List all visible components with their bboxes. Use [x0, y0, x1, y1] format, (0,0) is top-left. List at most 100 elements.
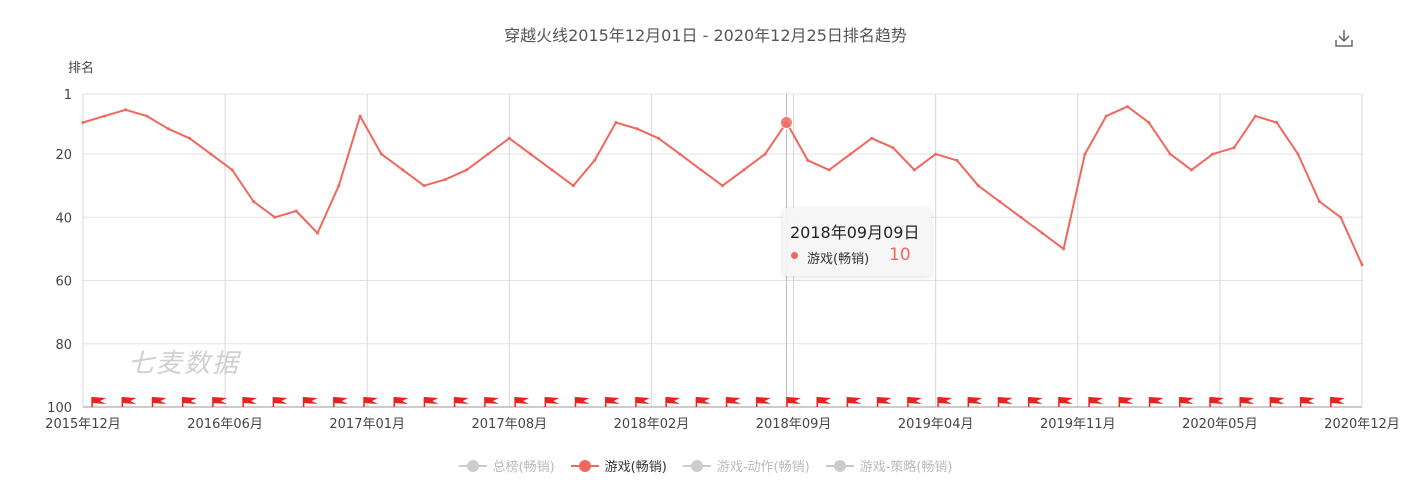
event-flag-icon[interactable] [846, 397, 862, 407]
legend: 总榜(畅销) 游戏(畅销) 游戏-动作(畅销) 游戏-策略(畅销) [0, 456, 1411, 475]
flag-cloth [1119, 397, 1134, 404]
event-flag-icon[interactable] [1239, 397, 1255, 407]
legend-item[interactable]: 游戏-动作(畅销) [682, 456, 810, 475]
x-tick-label: 2017年08月 [472, 417, 548, 432]
y-tick-label: 1 [64, 88, 72, 103]
flag-cloth [424, 397, 439, 404]
flag-cloth [938, 397, 953, 404]
legend-label: 游戏(畅销) [604, 460, 667, 475]
flag-cloth [333, 397, 348, 404]
event-flag-icon[interactable] [544, 397, 560, 407]
event-flag-icon[interactable] [1027, 397, 1043, 407]
event-flag-icon[interactable] [1330, 397, 1345, 407]
event-flag-icon[interactable] [967, 397, 983, 407]
data-point [124, 108, 128, 112]
download-button[interactable] [1332, 26, 1356, 50]
x-tick-label: 2020年05月 [1182, 417, 1258, 432]
event-flag-icon[interactable] [1118, 397, 1134, 407]
event-flag-icon[interactable] [1209, 397, 1224, 407]
data-point [742, 168, 746, 172]
flag-cloth [484, 397, 499, 404]
event-flag-icon[interactable] [121, 397, 137, 407]
event-flag-icon[interactable] [604, 397, 620, 407]
event-flag-icon[interactable] [272, 397, 288, 407]
event-flag-icon[interactable] [333, 397, 348, 407]
legend-item[interactable]: 总榜(畅销) [458, 456, 555, 475]
data-point [891, 146, 895, 150]
event-flag-icon[interactable] [484, 397, 499, 407]
event-flag-icon[interactable] [816, 397, 832, 407]
event-flag-icon[interactable] [665, 397, 681, 407]
chart-plot[interactable]: 排名 1 20 40 60 80 100 2015年12月 2016年06月 2017年01月… [0, 0, 1411, 440]
flag-cloth [515, 397, 530, 404]
watermark: 七麦数据 [128, 349, 241, 379]
event-flag-icon[interactable] [786, 397, 801, 407]
event-flag-icon[interactable] [242, 397, 258, 407]
event-flag-icon[interactable] [91, 397, 107, 407]
tooltip-series-name: 游戏(畅销) [807, 252, 870, 267]
event-flag-icon[interactable] [1148, 397, 1164, 407]
event-flag-icon[interactable] [1269, 397, 1285, 407]
event-flag-icon[interactable] [514, 397, 530, 407]
event-flag-icon[interactable] [1179, 397, 1194, 407]
flag-cloth [1300, 397, 1315, 404]
data-point [593, 158, 597, 162]
flag-cloth [756, 397, 771, 404]
event-flag-icon[interactable] [212, 397, 227, 407]
data-point [721, 184, 724, 188]
data-point [998, 199, 1002, 203]
event-flag-icon[interactable] [756, 397, 771, 407]
x-tick-label: 2019年04月 [898, 417, 974, 432]
legend-item[interactable]: 游戏(畅销) [570, 456, 667, 475]
y-tick-label: 20 [55, 148, 72, 163]
event-flag-icon[interactable] [1088, 397, 1104, 407]
flag-cloth [877, 397, 892, 404]
data-point [806, 158, 810, 162]
legend-item[interactable]: 游戏-策略(畅销) [825, 456, 953, 475]
event-flag-icon[interactable] [453, 397, 469, 407]
flag-cloth [907, 397, 922, 404]
data-point [912, 168, 916, 172]
event-flag-icon[interactable] [907, 397, 922, 407]
data-point [1019, 215, 1023, 219]
event-flag-icon[interactable] [876, 397, 892, 407]
flag-cloth [1330, 397, 1345, 404]
event-flag-icon[interactable] [574, 397, 590, 407]
flag-cloth [847, 397, 862, 404]
event-flag-icon[interactable] [181, 397, 197, 407]
tooltip-date: 2018年09月09日 [790, 223, 920, 242]
data-point [1296, 152, 1300, 156]
data-point [1104, 114, 1108, 118]
event-flag-icon[interactable] [302, 397, 318, 407]
data-point [337, 184, 341, 188]
event-flag-icon[interactable] [1299, 397, 1315, 407]
data-point [1232, 146, 1236, 150]
data-point [1339, 215, 1343, 219]
legend-label: 总榜(畅销) [492, 460, 555, 475]
data-point [294, 209, 298, 213]
event-flag-icon[interactable] [695, 397, 711, 407]
event-flag-icon[interactable] [423, 397, 439, 407]
event-flag-icon[interactable] [997, 397, 1013, 407]
event-flag-icon[interactable] [725, 397, 741, 407]
x-tick-label: 2020年12月 [1324, 417, 1400, 432]
event-flag-icon[interactable] [635, 397, 650, 407]
event-flags[interactable] [91, 397, 1345, 407]
data-point [1147, 120, 1151, 124]
data-point [955, 158, 959, 162]
flag-cloth [1240, 397, 1255, 404]
flag-cloth [182, 397, 197, 404]
data-point [145, 114, 149, 118]
x-tick-label: 2017年01月 [329, 417, 405, 432]
flag-cloth [152, 397, 167, 404]
event-flag-icon[interactable] [363, 397, 378, 407]
flag-cloth [998, 397, 1013, 404]
event-flag-icon[interactable] [393, 397, 409, 407]
flag-cloth [122, 397, 137, 404]
event-flag-icon[interactable] [1058, 397, 1073, 407]
hover-point [779, 115, 793, 129]
event-flag-icon[interactable] [937, 397, 953, 407]
chart-title: 穿越火线2015年12月01日 - 2020年12月25日排名趋势 [504, 26, 907, 45]
flag-cloth [273, 397, 288, 404]
event-flag-icon[interactable] [151, 397, 167, 407]
